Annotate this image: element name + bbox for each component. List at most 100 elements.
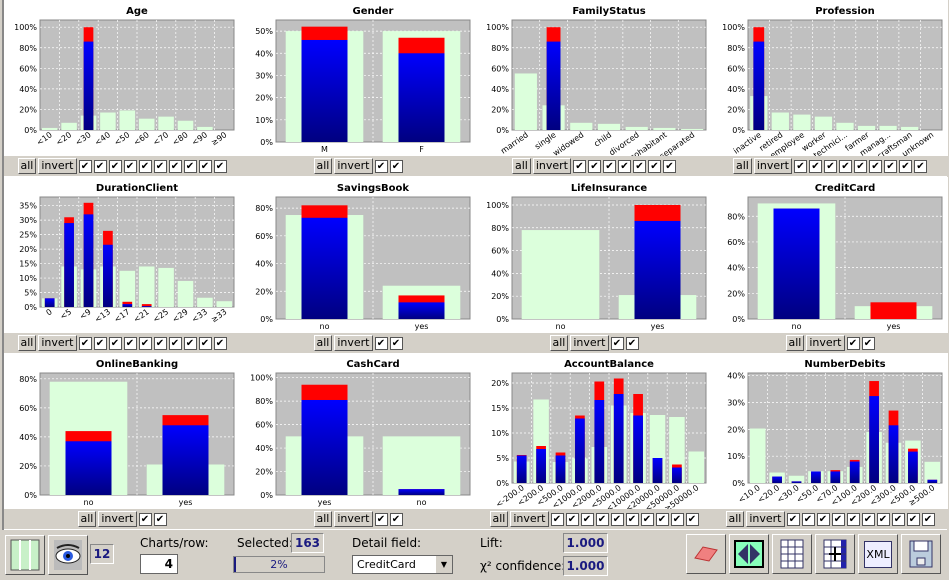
category-checkbox[interactable]: ✔ [153,512,167,526]
category-checkbox[interactable]: ✔ [108,336,122,350]
chevron-down-icon[interactable]: ▼ [436,556,452,573]
category-checkbox[interactable]: ✔ [374,512,388,526]
invert-selection-button[interactable]: invert [806,335,845,351]
category-checkbox[interactable]: ✔ [168,336,182,350]
select-all-button[interactable]: all [17,335,37,351]
select-all-button[interactable]: all [313,511,333,527]
invert-selection-button[interactable]: invert [532,158,571,174]
selected-bar[interactable] [849,461,860,483]
selected-bar[interactable] [772,476,782,483]
category-checkbox[interactable]: ✔ [153,159,167,173]
invert-selection-button[interactable]: invert [98,511,137,527]
selected-bar[interactable] [83,41,94,130]
overall-bar[interactable] [514,73,537,130]
category-checkbox[interactable]: ✔ [213,336,227,350]
add-column-button[interactable] [815,534,855,574]
category-checkbox[interactable]: ✔ [603,159,616,173]
category-checkbox[interactable]: ✔ [588,159,601,173]
category-checkbox[interactable]: ✔ [891,512,905,526]
selected-bar[interactable] [83,214,94,307]
invert-selection-button[interactable]: invert [510,511,549,527]
category-checkbox[interactable]: ✔ [861,512,875,526]
overall-bar[interactable] [653,127,676,130]
overall-bar[interactable] [597,123,621,130]
layout-button[interactable] [5,535,45,575]
category-checkbox[interactable]: ✔ [183,336,197,350]
selected-bar[interactable] [301,399,348,495]
category-checkbox[interactable]: ✔ [685,512,699,526]
category-checkbox[interactable]: ✔ [869,159,882,173]
selected-bar[interactable] [575,418,585,484]
invert-selection-button[interactable]: invert [570,335,609,351]
selected-bar[interactable] [908,451,918,483]
selected-bar[interactable] [634,220,681,319]
selected-bar[interactable] [869,396,879,483]
category-checkbox[interactable]: ✔ [839,159,852,173]
overall-bar[interactable] [570,122,593,130]
selected-bar[interactable] [301,39,348,142]
overall-bar[interactable] [681,128,704,130]
invert-selection-button[interactable]: invert [334,511,373,527]
selected-bar[interactable] [64,223,74,307]
selected-bar[interactable] [398,53,445,142]
save-button[interactable] [901,534,941,574]
overall-bar[interactable] [216,301,233,307]
selected-bar[interactable] [555,455,566,484]
selected-bar[interactable] [830,471,841,483]
category-checkbox[interactable]: ✔ [824,159,837,173]
category-checkbox[interactable]: ✔ [648,159,661,173]
selected-bar[interactable] [103,244,113,307]
category-checkbox[interactable]: ✔ [663,159,676,173]
overall-bar[interactable] [879,125,897,130]
clear-selection-button[interactable] [686,534,726,574]
selected-total-bar[interactable] [870,302,917,319]
overall-bar[interactable] [138,118,155,130]
select-all-button[interactable]: all [512,158,531,174]
selected-bar[interactable] [546,41,561,130]
selected-bar[interactable] [773,208,820,319]
category-checkbox[interactable]: ✔ [198,336,212,350]
category-checkbox[interactable]: ✔ [138,159,152,173]
selected-bar[interactable] [927,479,938,483]
overall-bar[interactable] [788,475,805,483]
category-checkbox[interactable]: ✔ [655,512,669,526]
selected-bar[interactable] [888,425,899,483]
selected-bar[interactable] [672,467,682,484]
selected-bar[interactable] [301,217,348,319]
selected-bar[interactable] [633,415,643,484]
category-checkbox[interactable]: ✔ [198,159,212,173]
invert-selection-button[interactable]: invert [38,158,77,174]
category-checkbox[interactable]: ✔ [123,159,137,173]
select-all-button[interactable]: all [549,335,569,351]
invert-selection-button[interactable]: invert [753,158,792,174]
selected-bar[interactable] [536,449,546,483]
category-checkbox[interactable]: ✔ [625,336,639,350]
overall-bar[interactable] [793,114,811,130]
selected-bar[interactable] [141,306,152,307]
swap-button[interactable] [729,534,769,574]
category-checkbox[interactable]: ✔ [640,512,654,526]
category-checkbox[interactable]: ✔ [786,512,800,526]
overall-bar[interactable] [177,120,194,130]
category-checkbox[interactable]: ✔ [625,512,639,526]
category-checkbox[interactable]: ✔ [801,512,815,526]
category-checkbox[interactable]: ✔ [108,159,122,173]
selected-bar[interactable] [398,489,445,495]
plot-area[interactable] [511,19,707,131]
invert-selection-button[interactable]: invert [334,335,373,351]
charts-per-row-input[interactable]: 4 [140,554,178,574]
overall-bar[interactable] [749,428,766,483]
category-checkbox[interactable]: ✔ [93,159,107,173]
selected-bar[interactable] [122,304,133,307]
selected-total-bar[interactable] [141,304,152,307]
overall-bar[interactable] [61,122,77,130]
category-checkbox[interactable]: ✔ [389,512,403,526]
category-checkbox[interactable]: ✔ [565,512,579,526]
overall-bar[interactable] [41,127,58,130]
selected-bar[interactable] [791,481,802,483]
category-checkbox[interactable]: ✔ [389,336,403,350]
view-button[interactable] [48,535,88,575]
category-checkbox[interactable]: ✔ [816,512,830,526]
overall-bar[interactable] [177,280,194,307]
category-checkbox[interactable]: ✔ [670,512,684,526]
